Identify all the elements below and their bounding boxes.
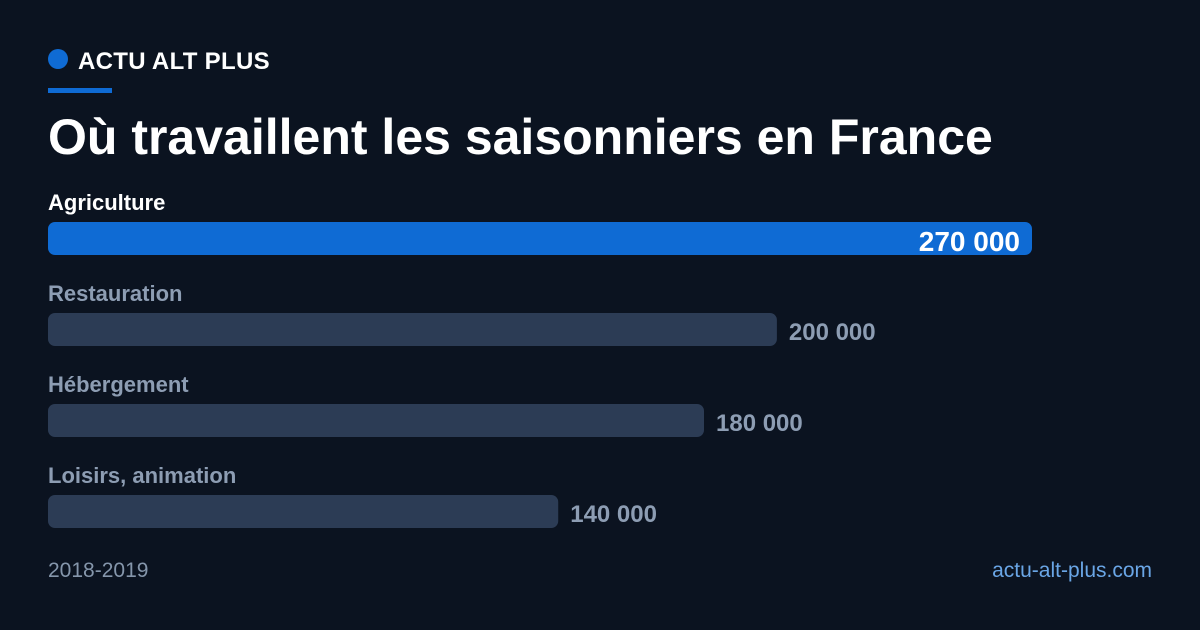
category-label: Hébergement [48, 372, 189, 397]
value-label: 140 000 [570, 501, 657, 528]
brand-dot-icon [48, 49, 68, 69]
value-label: 270 000 [919, 226, 1020, 257]
bar [48, 313, 777, 346]
period-label: 2018-2019 [48, 559, 149, 582]
category-label: Restauration [48, 281, 182, 306]
value-label: 200 000 [789, 319, 876, 346]
category-label: Agriculture [48, 190, 165, 215]
bar [48, 495, 559, 528]
bar [48, 222, 1032, 255]
brand: ACTU ALT PLUS [48, 48, 270, 76]
bar [48, 404, 704, 437]
brand-name: ACTU ALT PLUS [78, 48, 270, 75]
category-label: Loisirs, animation [48, 463, 236, 488]
chart-title: Où travaillent les saisonniers en France [48, 109, 993, 165]
brand-underline [48, 88, 112, 93]
value-label: 180 000 [716, 410, 803, 437]
source-link[interactable]: actu-alt-plus.com [992, 559, 1152, 582]
